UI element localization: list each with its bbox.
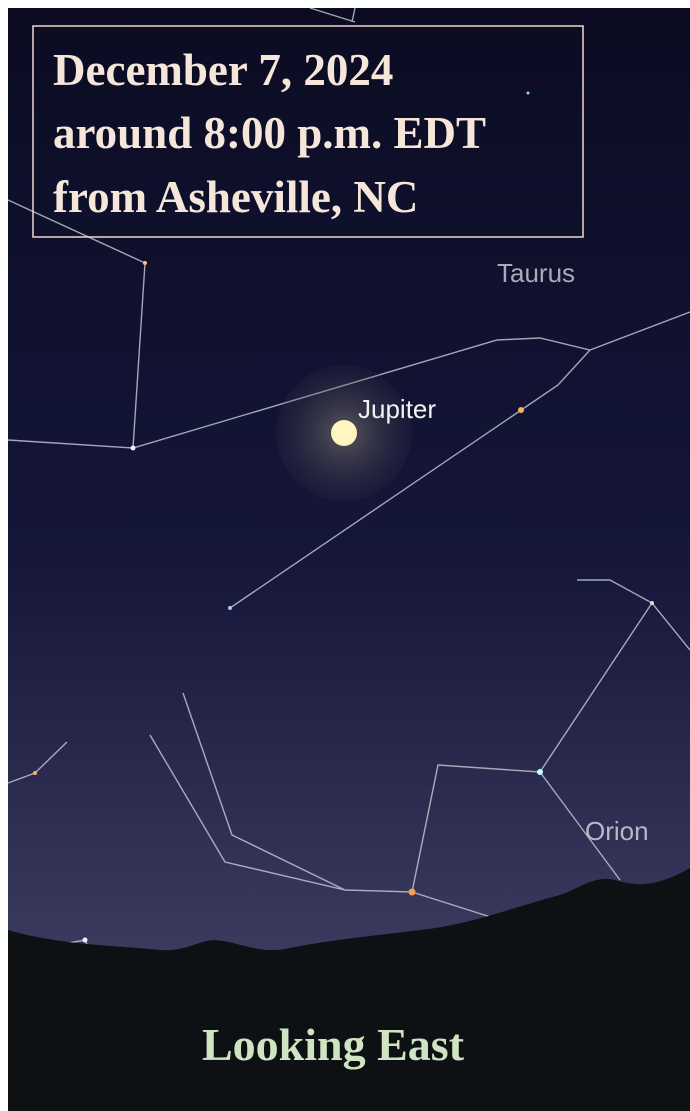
constellation-label: Taurus — [497, 258, 575, 288]
jupiter — [331, 420, 357, 446]
planet-label: Jupiter — [358, 394, 436, 424]
caption-line: from Asheville, NC — [53, 172, 418, 222]
sky-chart: Jupiter Taurus Orion December 7, 2024 ar… — [0, 0, 690, 1111]
caption-line: December 7, 2024 — [53, 45, 393, 95]
caption-line: around 8:00 p.m. EDT — [53, 108, 486, 158]
footer: Looking East — [202, 1019, 465, 1070]
constellation-label: Orion — [585, 816, 649, 846]
